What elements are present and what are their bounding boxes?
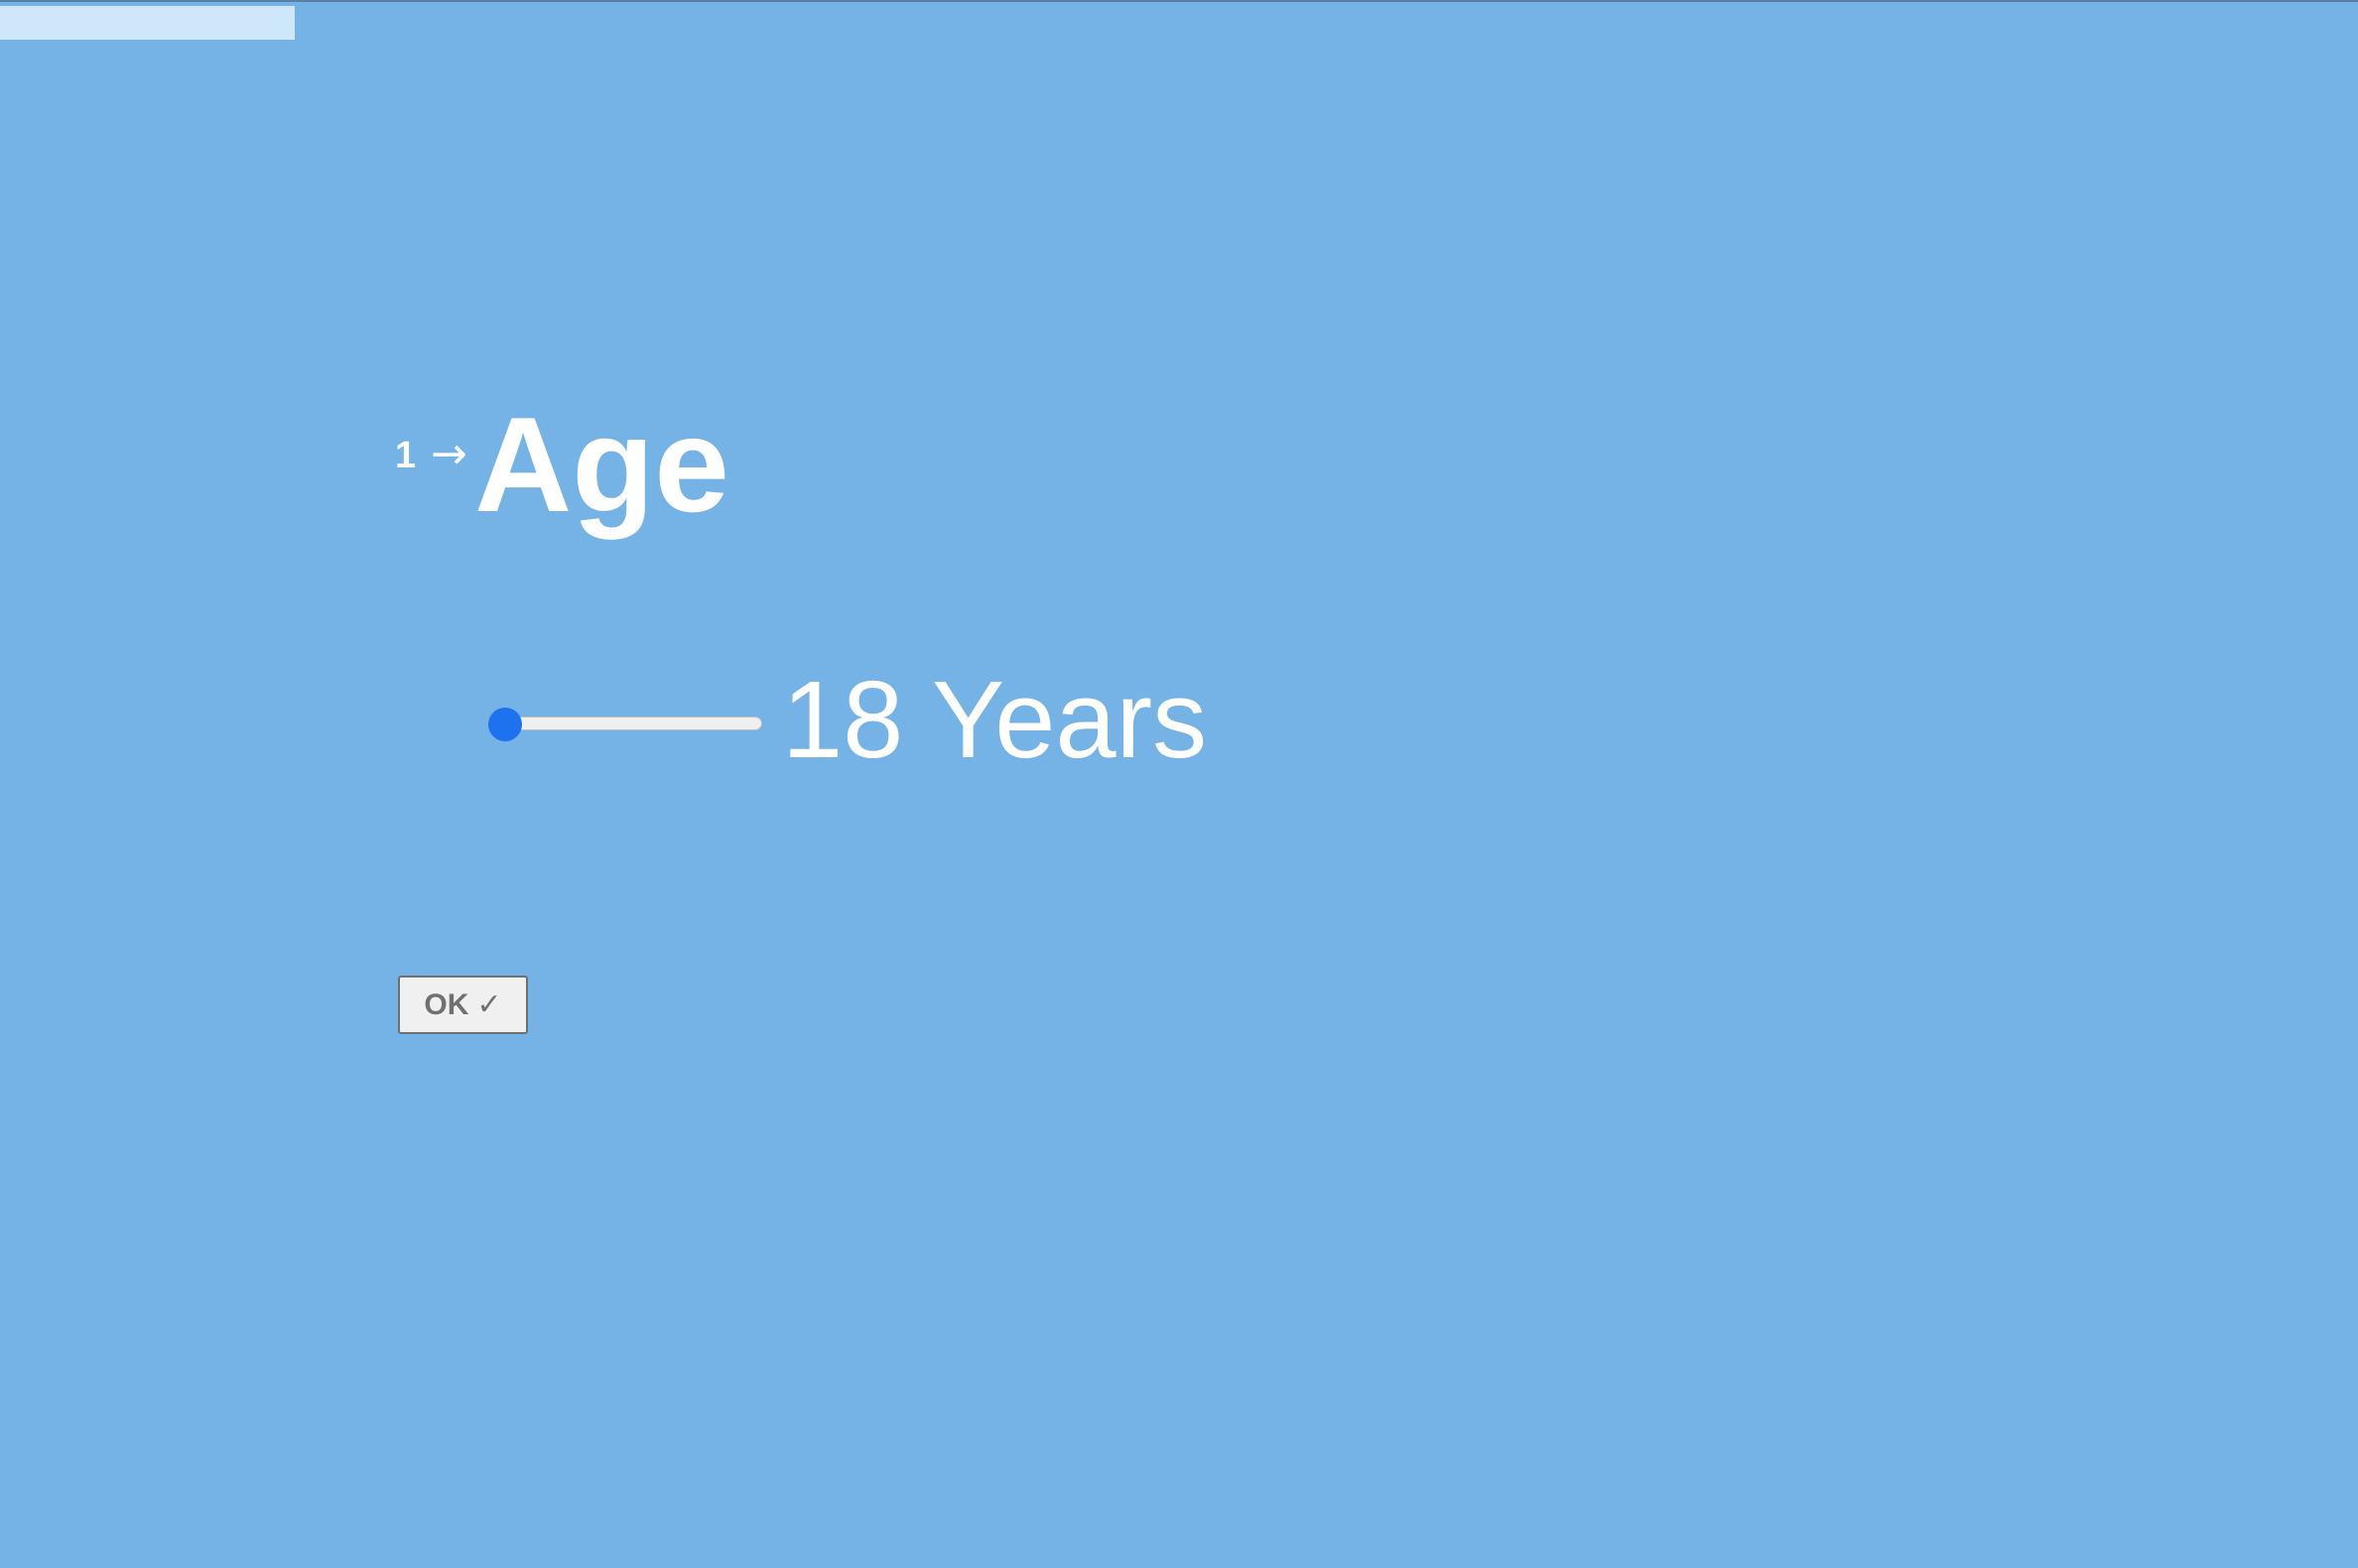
progress-bar-fill xyxy=(0,6,295,40)
slider-value-label: 18 Years xyxy=(782,659,1208,781)
ok-button[interactable]: OK ✓ xyxy=(398,976,528,1034)
question-title: Age xyxy=(474,389,729,540)
progress-bar xyxy=(0,2,2358,40)
arrow-right-icon: → xyxy=(431,429,467,479)
top-border xyxy=(0,0,2358,2)
ok-button-label: OK xyxy=(424,987,469,1021)
check-icon: ✓ xyxy=(476,987,502,1022)
age-slider[interactable] xyxy=(488,695,772,754)
slider-thumb[interactable] xyxy=(488,708,522,741)
slider-track[interactable] xyxy=(498,717,762,730)
question-number: 1 xyxy=(395,435,417,476)
